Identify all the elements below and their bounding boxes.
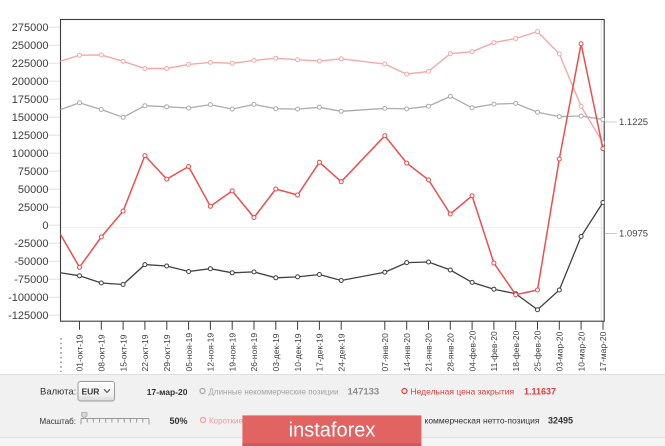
svg-text:24-дек-19: 24-дек-19 (336, 333, 346, 371)
svg-text:275000: 275000 (12, 22, 49, 34)
svg-text:225000: 225000 (12, 58, 49, 70)
svg-text:19-ноя-19: 19-ноя-19 (227, 333, 237, 372)
svg-text:150000: 150000 (12, 112, 49, 124)
svg-text:04-фев-20: 04-фев-20 (467, 330, 477, 371)
svg-text:-25000: -25000 (14, 238, 48, 250)
svg-text:01-окт-19: 01-окт-19 (75, 334, 85, 371)
svg-text:100000: 100000 (12, 148, 49, 160)
svg-text:250000: 250000 (12, 40, 49, 52)
svg-text:коммерческая нетто-позиция: коммерческая нетто-позиция (425, 415, 540, 425)
svg-text:1.11637: 1.11637 (524, 387, 556, 397)
svg-text:-75000: -75000 (14, 274, 48, 286)
svg-text:03-мар-20: 03-мар-20 (555, 331, 565, 371)
svg-text:17-дек-19: 17-дек-19 (315, 333, 325, 371)
svg-text:10-дек-19: 10-дек-19 (293, 333, 303, 371)
svg-text:05-ноя-19: 05-ноя-19 (184, 333, 194, 372)
svg-text:29-окт-19: 29-окт-19 (162, 334, 172, 371)
svg-text:-50000: -50000 (14, 256, 48, 268)
svg-text:17-мар-20: 17-мар-20 (147, 387, 188, 397)
svg-text:0: 0 (42, 220, 48, 232)
svg-text:instaforex: instaforex (289, 420, 376, 442)
svg-text:07-янв-20: 07-янв-20 (380, 333, 390, 372)
svg-text:Длинные некоммерческие позиции: Длинные некоммерческие позиции (209, 387, 339, 396)
svg-text:Масштаб:: Масштаб: (40, 417, 76, 426)
svg-text:75000: 75000 (18, 166, 49, 178)
svg-text:-100000: -100000 (8, 292, 48, 304)
svg-text:21-янв-20: 21-янв-20 (424, 333, 434, 372)
svg-text:Валюта:: Валюта: (40, 387, 76, 398)
svg-text:50%: 50% (170, 416, 188, 426)
svg-text:147133: 147133 (348, 387, 380, 398)
svg-text:Недельная цена закрытия: Недельная цена закрытия (411, 386, 515, 396)
svg-text:11-фев-20: 11-фев-20 (489, 331, 499, 371)
svg-text:25000: 25000 (18, 202, 49, 214)
svg-text:18-фев-20: 18-фев-20 (511, 330, 521, 371)
svg-text:-125000: -125000 (8, 310, 48, 322)
svg-text:1.1225: 1.1225 (619, 117, 648, 128)
svg-text:1.0975: 1.0975 (619, 229, 648, 240)
svg-text:175000: 175000 (12, 94, 49, 106)
svg-text:EUR: EUR (82, 387, 100, 397)
svg-text:50000: 50000 (18, 184, 49, 196)
svg-text:15-окт-19: 15-окт-19 (118, 334, 128, 371)
svg-text:125000: 125000 (12, 130, 49, 142)
svg-text:200000: 200000 (12, 76, 49, 88)
svg-text:22-окт-19: 22-окт-19 (140, 334, 150, 371)
svg-text:26-ноя-19: 26-ноя-19 (249, 333, 259, 372)
svg-text:32495: 32495 (548, 415, 573, 425)
svg-text:10-мар-20: 10-мар-20 (576, 331, 586, 371)
svg-text:17-мар-20: 17-мар-20 (598, 331, 608, 371)
svg-text:12-ноя-19: 12-ноя-19 (206, 333, 216, 372)
svg-text:14-янв-20: 14-янв-20 (402, 333, 412, 372)
svg-text:25-фев-20: 25-фев-20 (533, 330, 543, 371)
svg-text:08-окт-19: 08-окт-19 (97, 334, 107, 371)
svg-text:03-дек-19: 03-дек-19 (271, 333, 281, 371)
svg-text:28-янв-20: 28-янв-20 (446, 333, 456, 372)
